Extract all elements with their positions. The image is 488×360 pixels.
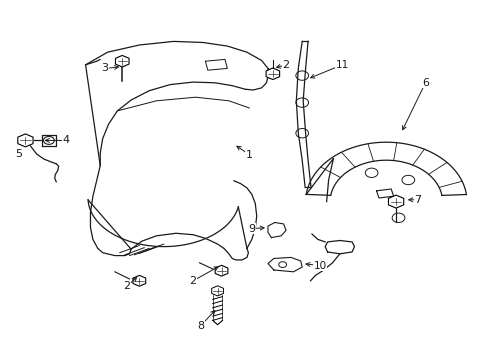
Polygon shape <box>18 134 33 147</box>
Text: 2: 2 <box>123 281 130 291</box>
Polygon shape <box>133 275 145 286</box>
Polygon shape <box>267 222 285 238</box>
Polygon shape <box>387 195 403 208</box>
Text: 5: 5 <box>15 149 22 159</box>
Text: 6: 6 <box>421 78 428 88</box>
Text: 2: 2 <box>189 276 196 286</box>
Text: 9: 9 <box>248 224 255 234</box>
Text: 2: 2 <box>282 60 289 70</box>
Polygon shape <box>267 257 302 272</box>
Text: 4: 4 <box>62 135 69 145</box>
Text: 1: 1 <box>245 150 252 160</box>
Text: 11: 11 <box>335 60 348 70</box>
Polygon shape <box>215 265 227 276</box>
Polygon shape <box>115 55 129 67</box>
Text: 8: 8 <box>197 321 203 331</box>
Text: 3: 3 <box>102 63 108 73</box>
Text: 7: 7 <box>414 195 421 205</box>
Polygon shape <box>211 286 223 296</box>
Polygon shape <box>265 68 279 80</box>
Text: 10: 10 <box>313 261 326 271</box>
Polygon shape <box>41 135 56 146</box>
